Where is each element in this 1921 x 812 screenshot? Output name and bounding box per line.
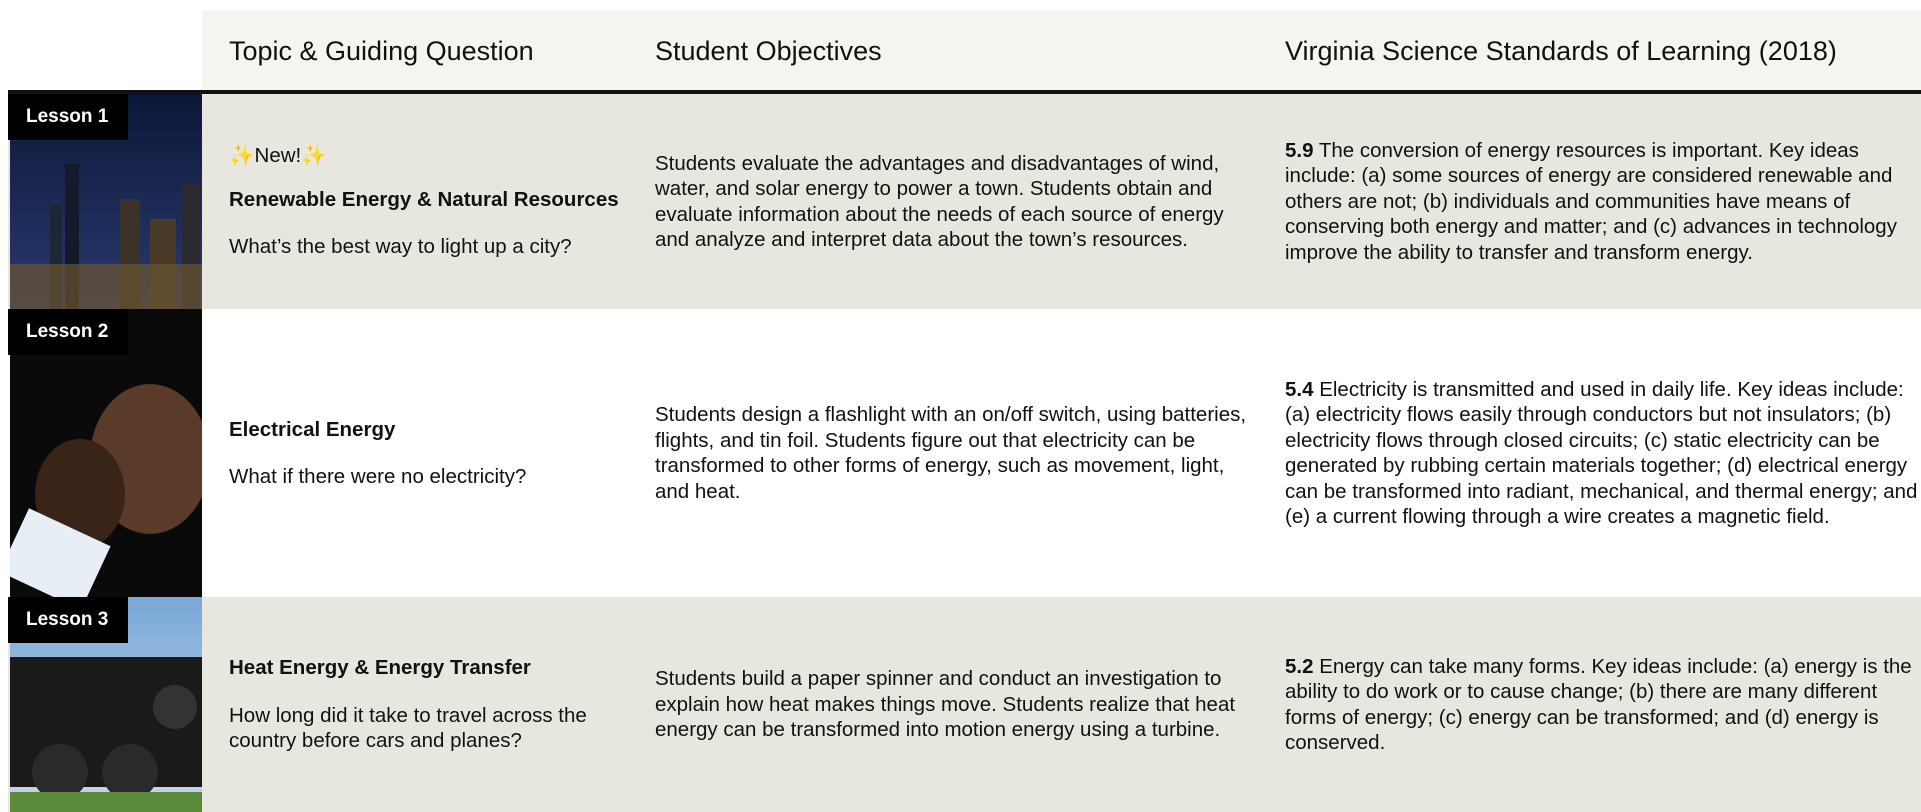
- guiding-question: What’s the best way to light up a city?: [229, 235, 572, 259]
- objectives-cell: Students design a flashlight with an on/…: [655, 309, 1260, 597]
- column-header: Student Objectives: [655, 36, 882, 66]
- standards-cell: 5.9 The conversion of energy resources i…: [1285, 94, 1921, 309]
- lesson-label: Lesson 2: [8, 309, 129, 355]
- standard-body: Energy can take many forms. Key ideas in…: [1285, 654, 1912, 755]
- objectives-text: Students design a flashlight with an on/…: [655, 403, 1247, 503]
- standards-cell: 5.4 Electricity is transmitted and used …: [1285, 309, 1921, 597]
- standard-code: 5.2: [1285, 654, 1314, 678]
- guiding-question: How long did it take to travel across th…: [229, 703, 587, 753]
- lesson-label: Lesson 1: [8, 94, 129, 140]
- standard-code: 5.9: [1285, 138, 1314, 162]
- lesson-image: [10, 94, 202, 309]
- table-row: Lesson 2 Electrical Energy What if there w…: [8, 309, 1921, 597]
- standard-body: Electricity is transmitted and used in d…: [1285, 377, 1918, 529]
- header-rule: [8, 90, 1921, 94]
- standards-cell: 5.2 Energy can take many forms. Key idea…: [1285, 597, 1921, 812]
- column-header: Virginia Science Standards of Learning (…: [1285, 36, 1837, 66]
- photo: [10, 309, 202, 597]
- objectives-cell: Students build a paper spinner and condu…: [655, 597, 1260, 812]
- topic-cell: Electrical Energy What if there were no e…: [229, 309, 639, 597]
- new-badge: ✨New!✨: [229, 144, 327, 168]
- table-header: Topic & Guiding Question Student Objecti…: [202, 10, 1921, 92]
- lesson-image: [10, 309, 202, 597]
- standard-body: The conversion of energy resources is im…: [1285, 138, 1897, 264]
- topic-cell: Heat Energy & Energy Transfer How long di…: [229, 597, 639, 812]
- topic-title: Electrical Energy: [229, 417, 396, 441]
- objectives-cell: Students evaluate the advantages and dis…: [655, 94, 1260, 309]
- objectives-text: Students build a paper spinner and condu…: [655, 667, 1236, 742]
- photo: [10, 94, 202, 309]
- lesson-label: Lesson 3: [8, 597, 129, 643]
- topic-cell: ✨New!✨ Renewable Energy & Natural Resourc…: [229, 94, 639, 309]
- guiding-question: What if there were no electricity?: [229, 465, 527, 488]
- table-row: Lesson 1 ✨New!✨ Renewable Energy & Natural…: [8, 94, 1921, 309]
- topic-title: Heat Energy & Energy Transfer: [229, 656, 531, 680]
- standard-text: 5.9 The conversion of energy resources i…: [1285, 138, 1921, 266]
- standard-text: 5.4 Electricity is transmitted and used …: [1285, 377, 1921, 530]
- column-header: Topic & Guiding Question: [229, 36, 534, 66]
- standard-text: 5.2 Energy can take many forms. Key idea…: [1285, 654, 1921, 756]
- objectives-text: Students evaluate the advantages and dis…: [655, 151, 1224, 252]
- standard-code: 5.4: [1285, 377, 1314, 401]
- table-row: Lesson 3 Heat Energy & Energy Transfer How…: [8, 597, 1921, 812]
- topic-title: Renewable Energy & Natural Resources: [229, 187, 619, 211]
